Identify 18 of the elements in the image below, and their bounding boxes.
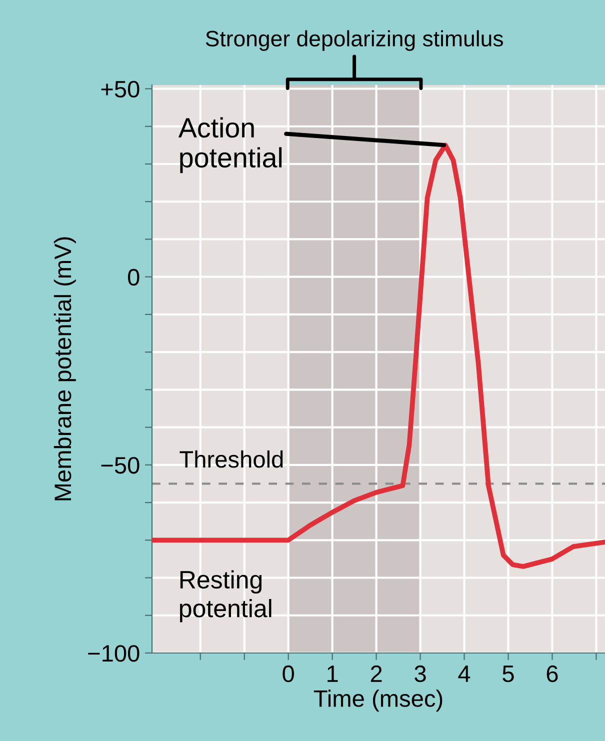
x-axis-title: Time (msec) <box>314 690 442 712</box>
ref-line-label: Threshold <box>180 450 283 468</box>
y-tick-label: 0 <box>128 268 140 286</box>
y-tick-label: +50 <box>101 80 140 98</box>
x-tick-label: 2 <box>370 665 382 682</box>
x-tick-label: 6 <box>546 665 558 682</box>
annotation: Resting potential <box>180 570 272 622</box>
y-tick-label: −100 <box>88 645 140 662</box>
band-label: Stronger depolarizing stimulus <box>206 30 503 51</box>
x-tick-label: 3 <box>414 665 426 682</box>
x-tick-label: 1 <box>328 666 338 682</box>
x-tick-label: 4 <box>458 666 470 682</box>
x-tick-label: 0 <box>282 665 294 682</box>
line-series <box>152 142 605 569</box>
x-tick-label: 5 <box>502 666 514 682</box>
y-axis-title: Membrane potential (mV) <box>54 237 76 500</box>
annotation: Action potential <box>178 117 282 174</box>
y-tick-label: −50 <box>101 456 140 474</box>
